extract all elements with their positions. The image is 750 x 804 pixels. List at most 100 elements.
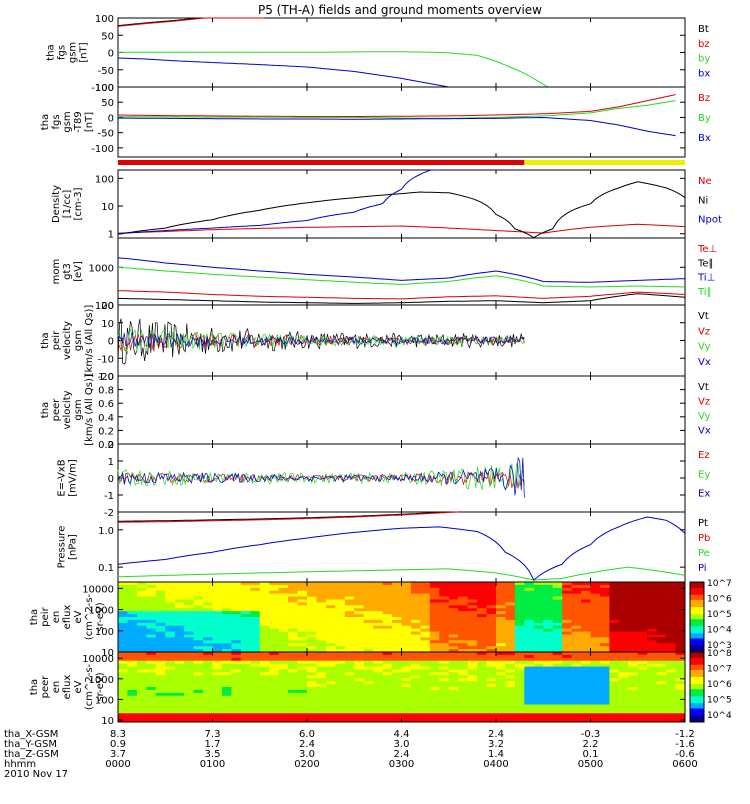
y-axis-label: gsm xyxy=(73,330,84,351)
heatmap-cell xyxy=(231,687,242,691)
heatmap-cell xyxy=(307,672,317,676)
heatmap-cell xyxy=(410,695,421,700)
heatmap-cell xyxy=(477,657,488,662)
heatmap-cell xyxy=(373,643,384,647)
colorbar-tick-label: 10^5 xyxy=(707,610,732,620)
heatmap-cell xyxy=(278,596,289,600)
heatmap-cell xyxy=(647,649,658,653)
heatmap-cell xyxy=(448,719,459,723)
heatmap-cell xyxy=(628,654,639,659)
heatmap-cell xyxy=(127,649,138,653)
heatmap-cell xyxy=(184,657,195,662)
heatmap-cell xyxy=(505,637,516,641)
heatmap-cell xyxy=(193,637,204,641)
heatmap-cell xyxy=(429,596,440,600)
heatmap-cell xyxy=(571,605,582,609)
heatmap-cell xyxy=(392,646,402,650)
heatmap-cell xyxy=(581,660,591,665)
heatmap-cell xyxy=(193,596,204,600)
heatmap-cell xyxy=(581,649,591,653)
heatmap-cell xyxy=(354,654,365,659)
heatmap-cell xyxy=(533,698,544,703)
heatmap-cell xyxy=(448,678,459,682)
heatmap-cell xyxy=(382,614,393,618)
heatmap-cell xyxy=(505,622,516,627)
heatmap-cell xyxy=(486,611,497,615)
heatmap-cell xyxy=(496,660,506,665)
heatmap-cell xyxy=(543,640,554,644)
heatmap-cell xyxy=(363,669,374,673)
y-tick-label: -50 xyxy=(98,66,114,77)
heatmap-cell xyxy=(203,646,213,650)
heatmap-cell xyxy=(656,678,667,682)
heatmap-cell xyxy=(524,695,535,700)
heatmap-cell xyxy=(363,617,374,621)
heatmap-cell xyxy=(203,654,213,659)
heatmap-cell xyxy=(250,701,261,705)
heatmap-cell xyxy=(212,637,223,641)
heatmap-cell xyxy=(373,704,384,708)
heatmap-cell xyxy=(127,654,138,659)
heatmap-cell xyxy=(155,663,166,668)
heatmap-cell xyxy=(174,596,185,600)
colorbar-cell xyxy=(690,702,704,705)
heatmap-cell xyxy=(392,628,402,633)
heatmap-cell xyxy=(212,660,223,665)
heatmap-cell xyxy=(647,611,658,615)
heatmap-cell xyxy=(363,584,374,589)
heatmap-cell xyxy=(439,695,450,700)
heatmap-cell xyxy=(325,675,336,679)
heatmap-cell xyxy=(533,634,544,638)
heatmap-cell xyxy=(193,617,204,621)
heatmap-cell xyxy=(401,619,412,624)
heatmap-cell xyxy=(373,698,384,703)
heatmap-cell xyxy=(373,692,384,697)
heatmap-cell xyxy=(373,707,384,711)
heatmap-cell xyxy=(543,634,554,638)
heatmap-cell xyxy=(165,710,176,714)
heatmap-cell xyxy=(184,599,195,603)
heatmap-cell xyxy=(203,617,213,621)
heatmap-cell xyxy=(401,716,412,720)
heatmap-cell xyxy=(496,593,506,598)
heatmap-cell xyxy=(514,631,525,635)
heatmap-cell xyxy=(278,695,289,700)
heatmap-cell xyxy=(392,695,402,700)
heatmap-cell xyxy=(599,687,610,691)
heatmap-cell xyxy=(174,646,185,650)
heatmap-cell xyxy=(675,689,686,694)
heatmap-cell xyxy=(505,713,516,717)
heatmap-cell xyxy=(571,602,582,606)
heatmap-cell xyxy=(505,684,516,688)
heatmap-cell xyxy=(410,590,421,595)
heatmap-cell xyxy=(127,605,138,609)
heatmap-cell xyxy=(155,701,166,705)
heatmap-cell xyxy=(259,643,270,647)
heatmap-cell xyxy=(288,649,299,653)
heatmap-cell xyxy=(174,582,185,586)
heatmap-cell xyxy=(571,669,582,673)
heatmap-cell xyxy=(656,684,667,688)
heatmap-cell xyxy=(269,599,280,603)
heatmap-cell xyxy=(458,611,469,615)
heatmap-cell xyxy=(514,599,525,603)
heatmap-cell xyxy=(429,663,440,668)
heatmap-cell xyxy=(382,649,393,653)
heatmap-cell xyxy=(656,704,667,708)
heatmap-cell xyxy=(212,698,223,703)
heatmap-cell xyxy=(467,654,478,659)
heatmap-cell xyxy=(628,619,639,624)
heatmap-cell xyxy=(581,643,591,647)
heatmap-cell xyxy=(382,716,393,720)
heatmap-cell xyxy=(410,672,421,676)
heatmap-cell xyxy=(496,678,506,682)
heatmap-cell xyxy=(590,582,601,586)
heatmap-cell xyxy=(307,678,317,682)
colorbar-cell xyxy=(690,636,704,639)
heatmap-cell xyxy=(477,608,488,612)
heatmap-cell xyxy=(609,602,620,606)
heatmap-cell xyxy=(477,649,488,653)
heatmap-cell xyxy=(581,678,591,682)
heatmap-cell xyxy=(543,704,554,708)
heatmap-cell xyxy=(562,669,573,673)
